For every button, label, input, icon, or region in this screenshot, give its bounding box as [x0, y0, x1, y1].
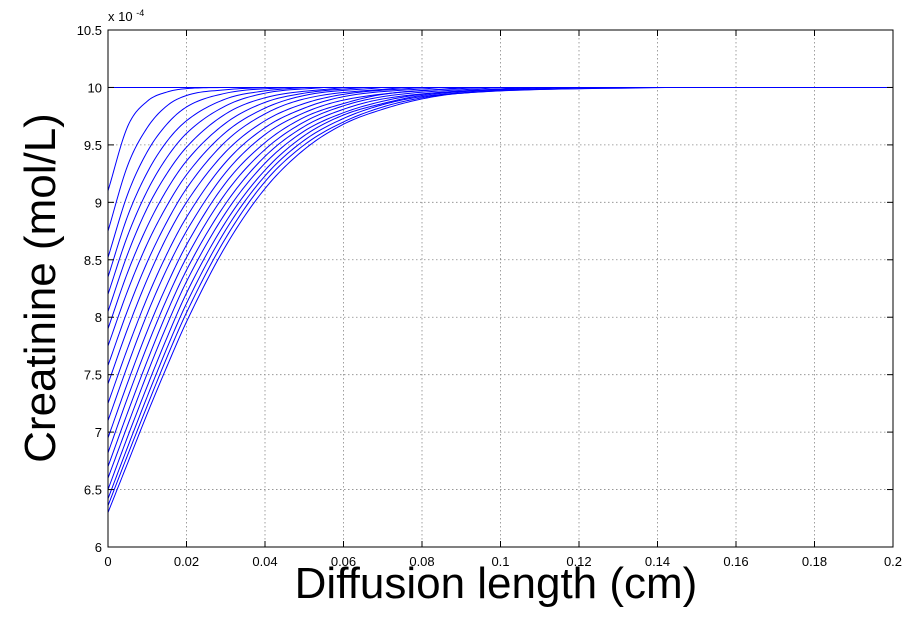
- y-tick-labels: 6 6.5 7 7.5 8 8.5 9 9.5 10 10.5: [77, 23, 102, 555]
- x-tick-labels: 0 0.02 0.04 0.06 0.08 0.1 0.12 0.14 0.16 0.18 0.2: [104, 554, 902, 569]
- y-tick-label: 6.5: [84, 483, 102, 498]
- x-tick-label: 0.02: [174, 554, 199, 569]
- series-line: [107, 86, 403, 366]
- x-tick-label: 0.18: [802, 554, 827, 569]
- tick-marks: [107, 29, 894, 548]
- y-exponent-power: -4: [136, 8, 144, 18]
- series-line: [107, 86, 580, 499]
- y-axis-exponent: x 10 -4: [108, 8, 144, 24]
- x-tick-label: 0.04: [252, 554, 277, 569]
- series-line: [107, 86, 666, 513]
- series-group: [107, 86, 893, 513]
- series-line: [107, 86, 383, 347]
- x-tick-label: 0.2: [884, 554, 902, 569]
- x-tick-label: 0.14: [645, 554, 670, 569]
- y-tick-label: 9.5: [84, 138, 102, 153]
- y-tick-label: 10: [88, 80, 102, 95]
- x-tick-label: 0.06: [331, 554, 356, 569]
- y-tick-label: 8.5: [84, 253, 102, 268]
- x-tick-label: 0.12: [566, 554, 591, 569]
- y-tick-label: 7: [95, 425, 102, 440]
- y-tick-label: 7.5: [84, 368, 102, 383]
- y-tick-label: 10.5: [77, 23, 102, 38]
- y-exponent-base: x 10: [108, 9, 133, 24]
- series-line: [107, 86, 540, 479]
- x-axis-label: Diffusion length (cm): [295, 559, 698, 608]
- series-line: [107, 86, 521, 467]
- series-line: [107, 86, 285, 258]
- y-axis-label: Creatinine (mol/L): [16, 113, 65, 463]
- y-tick-label: 8: [95, 310, 102, 325]
- y-tick-label: 6: [95, 540, 102, 555]
- series-line: [107, 86, 501, 453]
- series-line: [107, 86, 423, 385]
- series-line: [107, 86, 226, 191]
- series-line: [107, 86, 560, 490]
- series-line: [107, 86, 305, 278]
- series-line: [107, 86, 619, 506]
- series-line: [107, 86, 481, 439]
- x-tick-label: 0.16: [723, 554, 748, 569]
- series-line: [107, 86, 344, 312]
- series-line: [107, 86, 364, 329]
- x-tick-label: 0.1: [491, 554, 509, 569]
- series-line: [107, 86, 442, 404]
- x-tick-label: 0: [104, 554, 111, 569]
- series-line: [107, 86, 462, 421]
- x-tick-label: 0.08: [409, 554, 434, 569]
- series-line: [107, 86, 266, 232]
- series-line: [107, 86, 324, 295]
- y-tick-label: 9: [95, 195, 102, 210]
